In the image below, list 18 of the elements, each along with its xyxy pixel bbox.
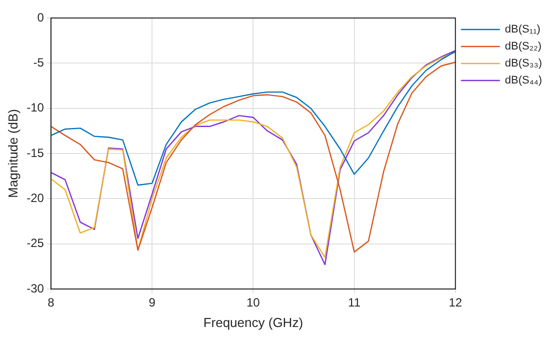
y-axis-title: Magnitude (dB) xyxy=(5,109,20,198)
x-tick-label: 9 xyxy=(148,296,156,310)
x-axis-title: Frequency (GHz) xyxy=(203,314,304,330)
y-tick-label: -25 xyxy=(26,236,44,250)
legend-label: dB(S₄₄) xyxy=(504,74,542,87)
y-tick-label: -5 xyxy=(33,55,44,70)
y-tick-label: -10 xyxy=(26,100,44,115)
x-tick-label: 12 xyxy=(448,296,462,310)
x-tick-label: 10 xyxy=(246,296,260,310)
x-tick-label: 8 xyxy=(48,296,55,310)
legend-label: dB(S₂₂) xyxy=(504,40,542,53)
y-tick-label: -20 xyxy=(26,190,44,205)
x-tick-label: 11 xyxy=(348,296,361,310)
y-tick-label: -30 xyxy=(26,281,44,296)
y-tick-label: -15 xyxy=(26,146,44,160)
legend-label: dB(S₁₁) xyxy=(504,24,540,36)
legend-label: dB(S₃₃) xyxy=(504,58,542,70)
y-tick-label: 0 xyxy=(37,10,44,24)
